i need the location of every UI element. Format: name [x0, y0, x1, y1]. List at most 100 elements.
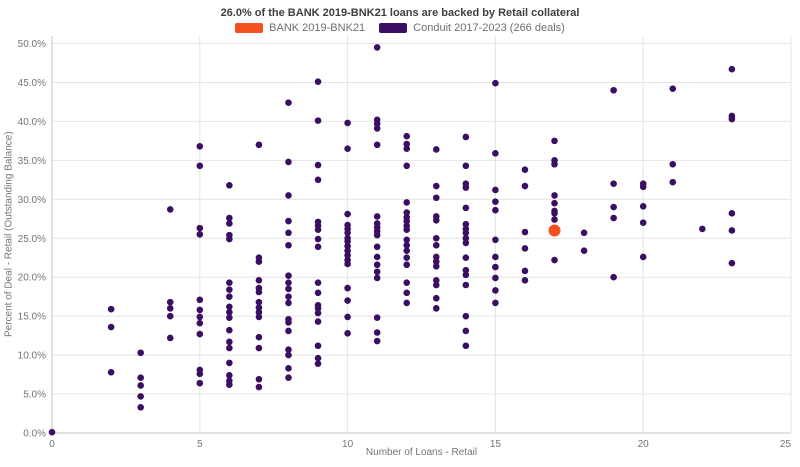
scatter-point-conduit	[521, 228, 529, 236]
x-tick-label: 25	[780, 439, 792, 450]
scatter-point-conduit	[432, 253, 440, 261]
scatter-point-conduit	[403, 162, 411, 170]
y-tick-label: 45.0%	[18, 78, 46, 89]
x-tick-label: 5	[197, 439, 203, 450]
scatter-point-conduit	[285, 299, 292, 307]
scatter-point-conduit	[196, 224, 204, 232]
scatter-point-conduit	[285, 158, 292, 166]
scatter-point-conduit	[699, 225, 706, 233]
y-tick-label: 40.0%	[18, 117, 46, 128]
scatter-point-conduit	[373, 253, 381, 261]
legend-label-conduit: Conduit 2017-2023 (266 deals)	[413, 22, 565, 34]
scatter-point-conduit	[492, 263, 499, 271]
scatter-point-conduit	[314, 354, 322, 362]
chart-title: 26.0% of the BANK 2019-BNK21 loans are b…	[220, 7, 580, 19]
scatter-point-conduit	[373, 314, 381, 322]
legend-swatch-conduit-purple	[379, 23, 408, 33]
scatter-point-conduit	[462, 133, 470, 141]
scatter-point-conduit	[255, 333, 263, 341]
scatter-point-conduit	[432, 217, 440, 224]
scatter-point-conduit	[373, 337, 381, 345]
scatter-point-conduit	[462, 229, 470, 237]
x-tick-label: 10	[342, 439, 354, 450]
y-tick-label: 15.0%	[18, 312, 46, 323]
scatter-point-conduit	[373, 268, 381, 276]
scatter-point-conduit	[462, 239, 470, 247]
scatter-point-conduit	[314, 309, 322, 317]
scatter-point-conduit	[255, 298, 263, 306]
x-axis-title: Number of Loans - Retail	[365, 447, 478, 458]
y-tick-label: 0.0%	[23, 429, 46, 440]
scatter-point-conduit	[285, 272, 292, 279]
scatter-point-conduit	[403, 247, 411, 255]
scatter-point-conduit	[285, 192, 292, 199]
scatter-point-conduit	[492, 236, 499, 244]
scatter-point-conduit	[432, 277, 440, 284]
scatter-point-conduit	[226, 338, 233, 346]
scatter-point-conduit	[226, 279, 233, 286]
scatter-point-bank-highlight[interactable]	[548, 224, 561, 237]
scatter-point-conduit	[403, 140, 411, 148]
scatter-point-conduit	[166, 334, 174, 342]
scatter-point-conduit	[314, 226, 322, 233]
scatter-point-conduit	[373, 231, 381, 239]
scatter-point-conduit	[285, 365, 292, 372]
scatter-point-conduit	[285, 229, 292, 237]
scatter-point-conduit	[226, 286, 233, 293]
scatter-point-conduit	[462, 312, 470, 320]
scatter-point-conduit	[373, 274, 381, 282]
scatter-point-conduit	[196, 330, 204, 338]
scatter-point-conduit	[226, 308, 233, 316]
scatter-point-conduit	[551, 192, 558, 199]
scatter-point-conduit	[226, 220, 233, 227]
scatter-point-conduit	[432, 262, 440, 270]
scatter-point-conduit	[255, 288, 263, 296]
scatter-point-conduit	[314, 279, 322, 286]
scatter-point-conduit	[285, 351, 292, 359]
scatter-point-conduit	[226, 314, 233, 322]
scatter-point-conduit	[226, 381, 233, 389]
scatter-point-conduit	[669, 85, 677, 92]
legend-label-bank: BANK 2019-BNK21	[269, 22, 366, 34]
scatter-point-conduit	[580, 247, 588, 255]
scatter-point-conduit	[226, 326, 233, 334]
scatter-point-conduit	[255, 308, 263, 316]
scatter-point-conduit	[373, 329, 381, 336]
scatter-point-conduit	[432, 182, 440, 190]
scatter-point-conduit	[255, 313, 263, 321]
scatter-point-conduit	[432, 294, 440, 302]
scatter-point-conduit	[551, 210, 558, 217]
scatter-point-conduit	[610, 273, 617, 281]
scatter-point-conduit	[639, 203, 647, 210]
scatter-point-conduit	[196, 162, 204, 170]
scatter-point-conduit	[137, 382, 144, 389]
x-tick-label: 20	[638, 439, 650, 450]
scatter-point-conduit	[255, 141, 263, 149]
scatter-point-conduit	[196, 313, 204, 321]
scatter-point-conduit	[226, 214, 233, 222]
scatter-point-conduit	[344, 145, 351, 152]
y-tick-label: 30.0%	[18, 195, 46, 206]
scatter-point-conduit	[492, 198, 499, 205]
scatter-point-conduit	[492, 150, 499, 157]
scatter-point-conduit	[255, 375, 263, 383]
scatter-point-conduit	[462, 327, 470, 335]
scatter-point-conduit	[432, 194, 440, 202]
scatter-point-conduit	[344, 260, 351, 268]
scatter-point-conduit	[521, 182, 529, 190]
scatter-point-conduit	[728, 227, 736, 234]
scatter-point-conduit	[373, 261, 381, 269]
scatter-point-conduit	[166, 206, 174, 213]
scatter-point-conduit	[107, 323, 115, 331]
scatter-point-conduit	[669, 178, 677, 186]
scatter-point-conduit	[255, 258, 263, 265]
scatter-point-conduit	[610, 180, 617, 188]
legend-item-conduit[interactable]: Conduit 2017-2023 (266 deals)	[379, 22, 565, 34]
scatter-point-conduit	[432, 146, 440, 153]
scatter-point-conduit	[314, 289, 322, 297]
scatter-point-conduit	[403, 279, 411, 286]
chart-legend: BANK 2019-BNK21 Conduit 2017-2023 (266 d…	[0, 21, 800, 35]
scatter-point-conduit	[314, 243, 322, 251]
scatter-point-conduit	[669, 160, 677, 168]
legend-item-bank[interactable]: BANK 2019-BNK21	[235, 22, 365, 34]
